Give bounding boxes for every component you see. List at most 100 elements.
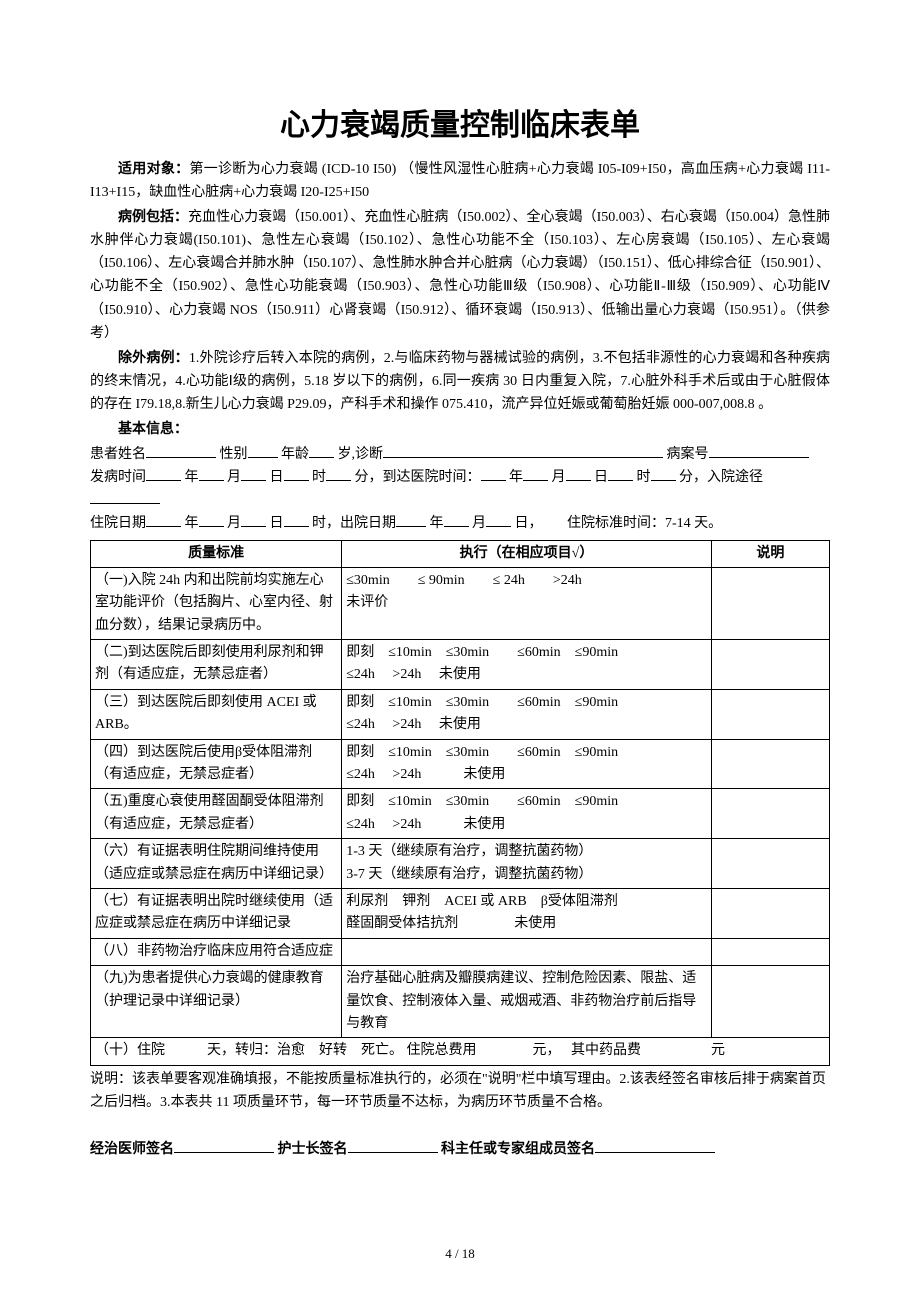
lbl-route: 分，入院途径 <box>679 470 763 485</box>
cell-exec: 即刻 ≤10min ≤30min ≤60min ≤90min ≤24h >24h… <box>342 640 712 690</box>
lbl-m2: 月 <box>552 470 566 485</box>
cell-standard: （八）非药物治疗临床应用符合适应症 <box>91 938 342 965</box>
lbl-name: 患者姓名 <box>90 447 146 462</box>
blank-d1[interactable] <box>241 466 266 481</box>
blank-h2[interactable] <box>608 466 633 481</box>
cell-note[interactable] <box>711 938 829 965</box>
lbl-dy: 年 <box>430 516 444 531</box>
cell-note[interactable] <box>711 888 829 938</box>
lbl-arrive: 分，到达医院时间： <box>355 470 481 485</box>
lbl-m1: 月 <box>227 470 241 485</box>
th-standard: 质量标准 <box>91 540 342 567</box>
lbl-sex: 性别 <box>220 447 248 462</box>
table-row: （一)入院 24h 内和出院前均实施左心室功能评价（包括胸片、心室内径、射血分数… <box>91 567 830 639</box>
lbl-adm: 住院日期 <box>90 516 146 531</box>
cell-note[interactable] <box>711 689 829 739</box>
cell-exec: 即刻 ≤10min ≤30min ≤60min ≤90min ≤24h >24h… <box>342 789 712 839</box>
form-line-1: 患者姓名 性别 年龄 岁,诊断 病案号 <box>90 443 830 466</box>
table-row: （五)重度心衰使用醛固酮受体阻滞剂（有适应症，无禁忌症者）即刻 ≤10min ≤… <box>91 789 830 839</box>
lbl-y2: 年 <box>509 470 523 485</box>
blank-y1[interactable] <box>146 466 181 481</box>
blank-min1[interactable] <box>326 466 351 481</box>
cell-standard: （六）有证据表明住院期间维持使用（适应症或禁忌症在病历中详细记录） <box>91 839 342 889</box>
blank-dm[interactable] <box>444 512 469 527</box>
quality-table: 质量标准 执行（在相应项目√） 说明 （一)入院 24h 内和出院前均实施左心室… <box>90 540 830 1066</box>
table-row: （九)为患者提供心力衰竭的健康教育（护理记录中详细记录）治疗基础心脏病及瓣膜病建… <box>91 966 830 1038</box>
blank-ad[interactable] <box>241 512 266 527</box>
cell-note[interactable] <box>711 839 829 889</box>
blank-d2[interactable] <box>566 466 591 481</box>
lbl-sig-doctor: 经治医师签名 <box>90 1142 174 1157</box>
blank-min2[interactable] <box>651 466 676 481</box>
cell-standard: （四）到达医院后使用β受体阻滞剂（有适应症，无禁忌症者） <box>91 739 342 789</box>
blank-age[interactable] <box>309 443 334 458</box>
page-title: 心力衰竭质量控制临床表单 <box>90 100 830 144</box>
blank-name[interactable] <box>146 443 216 458</box>
cell-exec: 治疗基础心脏病及瓣膜病建议、控制危险因素、限盐、适量饮食、控制液体入量、戒烟戒酒… <box>342 966 712 1038</box>
cell-note[interactable] <box>711 640 829 690</box>
table-row: （七）有证据表明出院时继续使用（适应症或禁忌症在病历中详细记录利尿剂 钾剂 AC… <box>91 888 830 938</box>
cell-exec: 即刻 ≤10min ≤30min ≤60min ≤90min ≤24h >24h… <box>342 739 712 789</box>
page-footer: 4 / 18 <box>0 1246 920 1262</box>
notes-text: 说明：该表单要客观准确填报，不能按质量标准执行的，必须在"说明"栏中填写理由。2… <box>90 1068 830 1114</box>
cell-exec <box>342 938 712 965</box>
blank-sex[interactable] <box>248 443 278 458</box>
cell-standard: （二)到达医院后即刻使用利尿剂和钾剂（有适应症，无禁忌症者） <box>91 640 342 690</box>
blank-sig-doctor[interactable] <box>174 1138 274 1153</box>
lbl-age: 年龄 <box>281 447 309 462</box>
para-excludes: 除外病例：1.外院诊疗后转入本院的病例，2.与临床药物与器械试验的病例，3.不包… <box>90 347 830 416</box>
th-note: 说明 <box>711 540 829 567</box>
cell-note[interactable] <box>711 789 829 839</box>
table-row: （八）非药物治疗临床应用符合适应症 <box>91 938 830 965</box>
lbl-caseno: 病案号 <box>667 447 709 462</box>
cell-note[interactable] <box>711 567 829 639</box>
form-line-3: 住院日期 年 月 日 时，出院日期 年 月 日， 住院标准时间：7-14 天。 <box>90 512 830 535</box>
signature-line: 经治医师签名 护士长签名 科主任或专家组成员签名 <box>90 1138 830 1161</box>
label-includes: 病例包括： <box>118 210 188 225</box>
lbl-disch: 时，出院日期 <box>312 516 396 531</box>
cell-note[interactable] <box>711 966 829 1038</box>
blank-diag[interactable] <box>383 443 663 458</box>
lbl-ad: 日 <box>270 516 284 531</box>
lbl-stdstay: 住院标准时间：7-14 天。 <box>567 516 722 531</box>
text-applicable: 第一诊断为心力衰竭 (ICD-10 I50) （慢性风湿性心脏病+心力衰竭 I0… <box>90 162 830 200</box>
blank-ay[interactable] <box>146 512 181 527</box>
lbl-dcomma: 日， <box>515 516 536 531</box>
cell-exec: 即刻 ≤10min ≤30min ≤60min ≤90min ≤24h >24h… <box>342 689 712 739</box>
blank-route[interactable] <box>90 489 160 504</box>
para-includes: 病例包括：充血性心力衰竭（I50.001）、充血性心脏病（I50.002）、全心… <box>90 206 830 345</box>
table-row: （三）到达医院后即刻使用 ACEI 或 ARB。即刻 ≤10min ≤30min… <box>91 689 830 739</box>
lbl-h1: 时 <box>312 470 326 485</box>
cell-standard: （五)重度心衰使用醛固酮受体阻滞剂（有适应症，无禁忌症者） <box>91 789 342 839</box>
lbl-sig-nurse: 护士长签名 <box>278 1142 348 1157</box>
lbl-dm: 月 <box>472 516 486 531</box>
label-basic-info: 基本信息： <box>90 418 830 441</box>
lbl-am: 月 <box>227 516 241 531</box>
blank-m2[interactable] <box>523 466 548 481</box>
blank-dy[interactable] <box>396 512 426 527</box>
cell-exec: ≤30min ≤ 90min ≤ 24h >24h 未评价 <box>342 567 712 639</box>
blank-h1[interactable] <box>284 466 309 481</box>
lbl-diag: 岁,诊断 <box>338 447 384 462</box>
cell-standard: （九)为患者提供心力衰竭的健康教育（护理记录中详细记录） <box>91 966 342 1038</box>
lbl-d1: 日 <box>270 470 284 485</box>
cell-exec: 1-3 天（继续原有治疗，调整抗菌药物） 3-7 天（继续原有治疗，调整抗菌药物… <box>342 839 712 889</box>
blank-am[interactable] <box>199 512 224 527</box>
form-line-2: 发病时间 年 月 日 时 分，到达医院时间： 年 月 日 时 分，入院途径 <box>90 466 830 512</box>
blank-caseno[interactable] <box>709 443 809 458</box>
blank-sig-nurse[interactable] <box>348 1138 438 1153</box>
cell-standard: （三）到达医院后即刻使用 ACEI 或 ARB。 <box>91 689 342 739</box>
lbl-ay: 年 <box>185 516 199 531</box>
table-header-row: 质量标准 执行（在相应项目√） 说明 <box>91 540 830 567</box>
blank-m1[interactable] <box>199 466 224 481</box>
lbl-y1: 年 <box>185 470 199 485</box>
blank-dd[interactable] <box>486 512 511 527</box>
blank-ah[interactable] <box>284 512 309 527</box>
cell-standard: （一)入院 24h 内和出院前均实施左心室功能评价（包括胸片、心室内径、射血分数… <box>91 567 342 639</box>
blank-sig-chief[interactable] <box>595 1138 715 1153</box>
text-excludes: 1.外院诊疗后转入本院的病例，2.与临床药物与器械试验的病例，3.不包括非源性的… <box>90 351 830 412</box>
cell-note[interactable] <box>711 739 829 789</box>
row10-cell: （十）住院 天，转归：治愈 好转 死亡。 住院总费用 元， 其中药品费 元 <box>91 1038 830 1065</box>
blank-y2[interactable] <box>481 466 506 481</box>
lbl-sig-chief: 科主任或专家组成员签名 <box>441 1142 595 1157</box>
